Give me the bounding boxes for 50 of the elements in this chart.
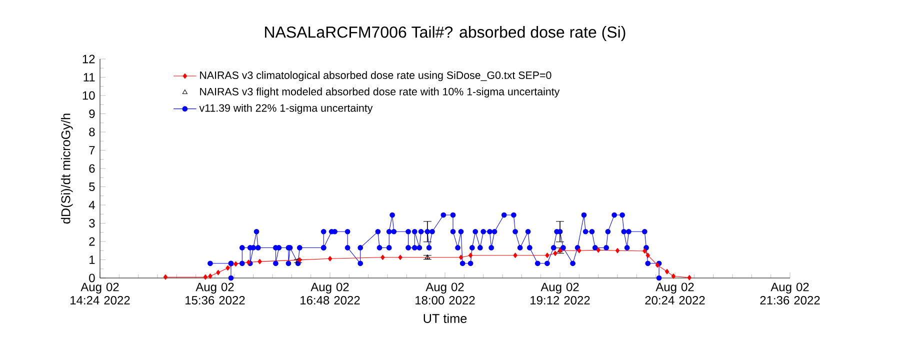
point: [642, 248, 647, 254]
x-tick-label: Aug 02 20:24 2022: [645, 282, 705, 305]
point: [163, 274, 168, 280]
y-tick-label: 2: [89, 237, 95, 246]
y-tick-label: 5: [89, 182, 95, 191]
x-tick-label: Aug 02 19:12 2022: [530, 282, 590, 305]
point: [687, 274, 692, 280]
point: [380, 254, 385, 260]
point: [596, 247, 600, 253]
point: [671, 274, 676, 279]
y-tick-label: 11: [84, 73, 95, 82]
x-tick-label: Aug 02 16:48 2022: [300, 282, 360, 305]
point: [664, 268, 670, 274]
x-axis-title: UT time: [424, 314, 467, 323]
y-tick-label: 12: [82, 54, 95, 64]
point: [577, 248, 582, 254]
point: [298, 257, 302, 263]
legend-label: v11.39 with 22% 1-sigma uncertainty: [199, 104, 373, 114]
point: [545, 252, 550, 258]
y-tick-label: 1: [90, 256, 95, 264]
y-tick-label: 7: [89, 146, 95, 154]
point: [234, 261, 238, 267]
point: [513, 252, 518, 258]
chart-title: NASALaRCFM7006 Tail#? absorbed dose rate (Si): [265, 26, 626, 41]
x-tick-label: Aug 02 14:24 2022: [70, 282, 130, 305]
point: [208, 274, 212, 279]
point: [203, 274, 208, 280]
point: [553, 250, 558, 256]
point: [468, 252, 473, 258]
y-tick-label: 6: [89, 164, 95, 173]
y-tick-label: 3: [89, 218, 95, 228]
y-axis-title: dD(Si)/dt microGy/h: [60, 114, 73, 224]
point: [458, 254, 464, 260]
point: [398, 254, 402, 260]
x-tick-label: Aug 02 21:36 2022: [760, 282, 820, 305]
y-tick-label: 0: [89, 274, 95, 282]
x-tick-label: Aug 02 18:00 2022: [416, 282, 475, 305]
point: [216, 270, 220, 276]
y-tick-label: 8: [89, 128, 95, 136]
y-tick-label: 9: [89, 109, 95, 118]
point: [226, 265, 230, 271]
x-tick-label: Aug 02 15:36 2022: [186, 282, 245, 305]
y-tick-label: 10: [82, 91, 95, 100]
legend-label: NAIRAS v3 climatological absorbed dose rate using SiDose_G0.txt SEP=0: [200, 71, 552, 82]
point: [328, 256, 332, 262]
point: [258, 258, 262, 264]
point: [646, 252, 650, 258]
y-tick-label: 4: [88, 200, 95, 210]
legend-label: NAIRAS v3 flight modeled absorbed dose rate with 10% 1-sigma uncertainty: [200, 88, 560, 98]
point: [615, 248, 620, 254]
